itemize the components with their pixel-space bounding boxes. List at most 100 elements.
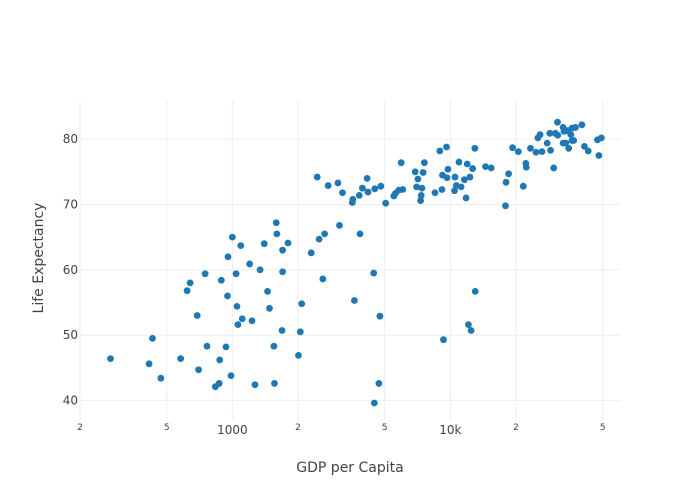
data-point[interactable]: [195, 366, 203, 374]
data-point[interactable]: [457, 183, 465, 191]
data-point[interactable]: [414, 175, 422, 183]
data-point[interactable]: [336, 221, 343, 229]
data-point[interactable]: [296, 328, 304, 336]
data-point[interactable]: [443, 143, 450, 151]
data-point[interactable]: [444, 165, 452, 173]
data-point[interactable]: [307, 249, 315, 257]
data-point[interactable]: [584, 147, 592, 155]
data-point[interactable]: [186, 279, 194, 287]
data-point[interactable]: [532, 148, 540, 156]
data-point[interactable]: [260, 240, 268, 248]
data-point[interactable]: [462, 194, 470, 202]
data-point[interactable]: [246, 260, 254, 268]
data-point[interactable]: [351, 297, 358, 304]
data-point[interactable]: [382, 199, 390, 207]
data-point[interactable]: [157, 374, 165, 382]
data-point[interactable]: [334, 179, 342, 187]
data-point[interactable]: [149, 334, 156, 342]
data-point[interactable]: [565, 144, 573, 152]
data-point[interactable]: [420, 159, 428, 167]
data-point[interactable]: [487, 164, 495, 172]
data-point[interactable]: [471, 144, 479, 152]
data-point[interactable]: [431, 189, 439, 197]
data-point[interactable]: [238, 315, 246, 323]
data-point[interactable]: [371, 185, 379, 193]
data-point[interactable]: [519, 182, 527, 190]
data-point[interactable]: [595, 152, 603, 159]
data-point[interactable]: [339, 189, 346, 197]
data-point[interactable]: [376, 312, 384, 320]
data-point[interactable]: [295, 351, 302, 359]
data-point[interactable]: [193, 312, 201, 319]
data-point[interactable]: [514, 148, 522, 155]
data-point[interactable]: [228, 233, 236, 241]
data-point[interactable]: [321, 230, 329, 238]
data-point[interactable]: [273, 230, 281, 238]
data-point[interactable]: [233, 302, 241, 310]
data-point[interactable]: [554, 118, 561, 126]
data-point[interactable]: [463, 160, 471, 168]
data-point[interactable]: [224, 292, 231, 300]
data-point[interactable]: [567, 131, 575, 139]
data-point[interactable]: [471, 287, 479, 295]
data-point[interactable]: [224, 253, 232, 261]
data-point[interactable]: [578, 121, 586, 129]
data-point[interactable]: [232, 270, 240, 278]
data-point[interactable]: [550, 164, 558, 172]
data-point[interactable]: [598, 134, 605, 142]
data-point[interactable]: [279, 246, 287, 254]
data-point[interactable]: [237, 242, 245, 250]
data-point[interactable]: [315, 235, 323, 243]
data-point[interactable]: [272, 219, 280, 227]
data-point[interactable]: [465, 321, 472, 329]
data-point[interactable]: [413, 183, 420, 191]
data-point[interactable]: [319, 275, 327, 283]
data-point[interactable]: [349, 195, 357, 203]
data-points[interactable]: [107, 118, 605, 407]
data-point[interactable]: [572, 124, 579, 131]
data-point[interactable]: [581, 142, 588, 150]
data-point[interactable]: [547, 146, 554, 154]
data-point[interactable]: [370, 399, 378, 407]
data-point[interactable]: [271, 380, 278, 387]
data-point[interactable]: [451, 187, 458, 195]
data-point[interactable]: [313, 173, 321, 181]
data-point[interactable]: [443, 174, 451, 182]
data-point[interactable]: [216, 356, 224, 364]
data-point[interactable]: [411, 168, 419, 176]
data-point[interactable]: [467, 327, 475, 334]
data-point[interactable]: [438, 186, 446, 193]
data-point[interactable]: [215, 380, 223, 387]
data-point[interactable]: [546, 129, 554, 137]
data-point[interactable]: [419, 169, 427, 176]
data-point[interactable]: [505, 170, 513, 178]
data-point[interactable]: [234, 321, 242, 329]
data-point[interactable]: [183, 287, 191, 295]
data-point[interactable]: [217, 276, 225, 284]
data-point[interactable]: [554, 131, 562, 139]
data-point[interactable]: [201, 270, 209, 278]
data-point[interactable]: [177, 355, 185, 363]
data-point[interactable]: [418, 184, 426, 192]
data-point[interactable]: [417, 197, 424, 204]
data-point[interactable]: [451, 173, 459, 181]
data-point[interactable]: [543, 139, 551, 147]
data-point[interactable]: [562, 139, 570, 147]
data-point[interactable]: [417, 191, 425, 199]
data-point[interactable]: [264, 287, 271, 295]
data-point[interactable]: [363, 174, 371, 182]
data-point[interactable]: [324, 182, 332, 189]
data-point[interactable]: [278, 327, 286, 334]
data-point[interactable]: [270, 342, 278, 350]
data-point[interactable]: [538, 148, 546, 155]
data-point[interactable]: [469, 165, 477, 172]
data-point[interactable]: [502, 202, 509, 210]
data-point[interactable]: [248, 317, 256, 325]
data-point[interactable]: [227, 372, 235, 379]
data-point[interactable]: [256, 266, 264, 274]
data-point[interactable]: [359, 184, 366, 192]
data-point[interactable]: [145, 360, 153, 368]
data-point[interactable]: [370, 269, 378, 277]
data-point[interactable]: [570, 137, 578, 144]
data-point[interactable]: [397, 159, 405, 167]
